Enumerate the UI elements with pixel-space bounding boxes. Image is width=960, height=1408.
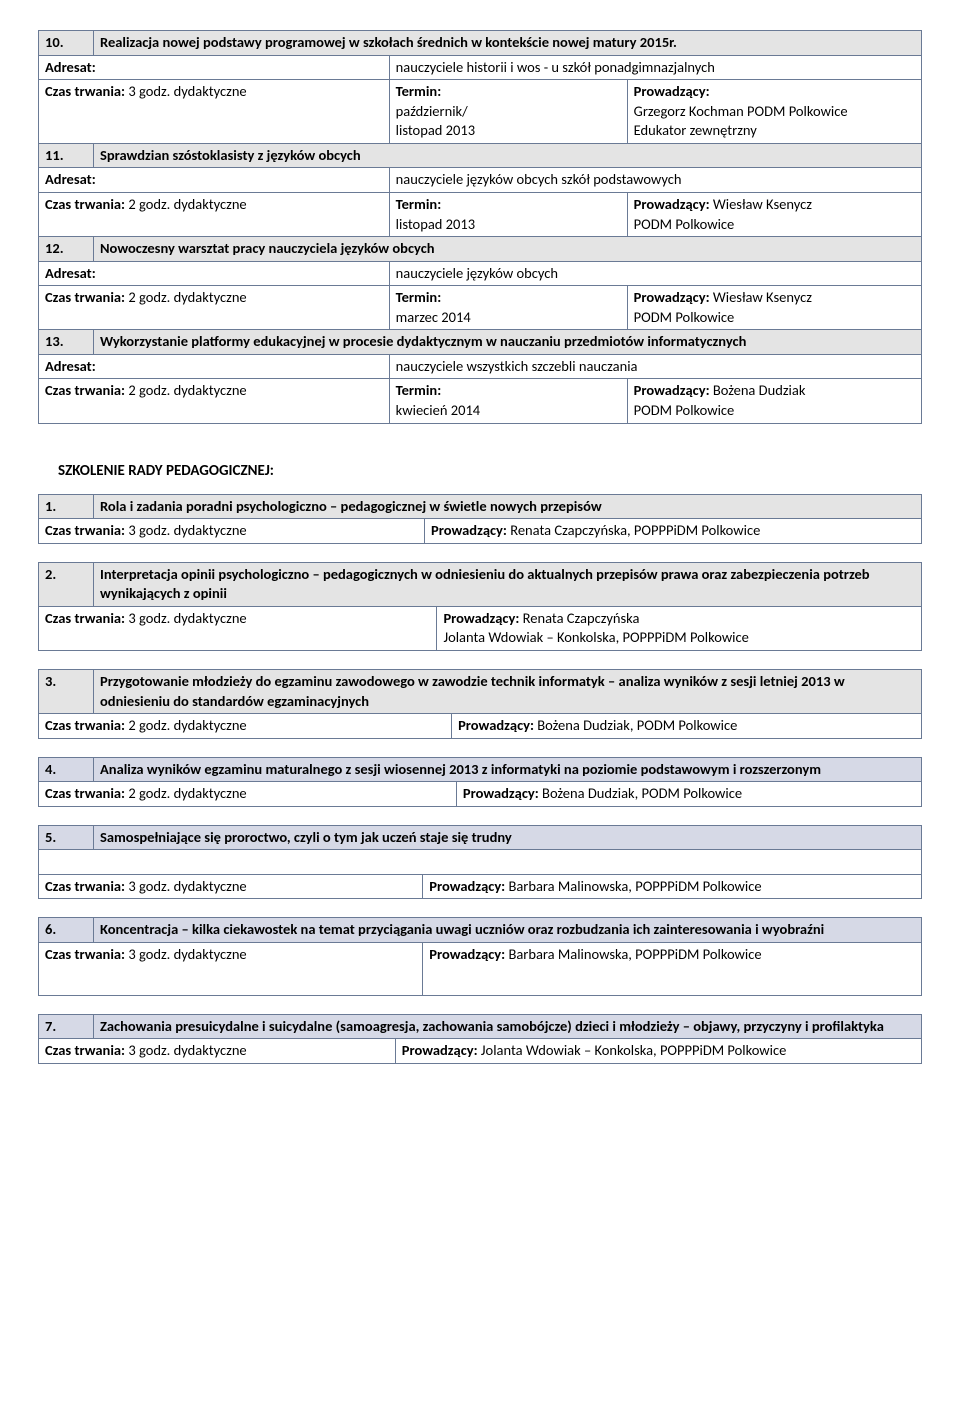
prowadzacy-cell: Prowadzący: Bożena DudziakPODM Polkowice — [627, 379, 921, 423]
adresat-value: nauczyciele języków obcych szkół podstaw… — [389, 168, 921, 193]
entry-number: 1. — [39, 494, 94, 519]
duration-cell: Czas trwania: 3 godz. dydaktyczne — [39, 1039, 396, 1064]
training-entry: 2.Interpretacja opinii psychologiczno – … — [38, 562, 922, 651]
training-entry: 1.Rola i zadania poradni psychologiczno … — [38, 494, 922, 544]
entry-title: Interpretacja opinii psychologiczno – pe… — [94, 562, 922, 606]
prowadzacy-cell: Prowadzący: Bożena Dudziak, PODM Polkowi… — [452, 714, 922, 739]
entry-title: Przygotowanie młodzieży do egzaminu zawo… — [94, 669, 922, 713]
entry-title: Realizacja nowej podstawy programowej w … — [94, 31, 922, 56]
duration-cell: Czas trwania: 2 godz. dydaktyczne — [39, 286, 390, 330]
entry-title: Wykorzystanie platformy edukacyjnej w pr… — [94, 330, 922, 355]
duration-cell: Czas trwania: 3 godz. dydaktyczne — [39, 80, 390, 144]
entry-number: 5. — [39, 825, 94, 850]
entry-number: 4. — [39, 757, 94, 782]
duration-cell: Czas trwania: 3 godz. dydaktyczne — [39, 943, 423, 996]
section1-table: 10.Realizacja nowej podstawy programowej… — [38, 30, 922, 424]
prowadzacy-cell: Prowadzący: Barbara Malinowska, POPPPiDM… — [423, 943, 922, 996]
entry-title: Zachowania presuicydalne i suicydalne (s… — [94, 1014, 922, 1039]
duration-cell: Czas trwania: 3 godz. dydaktyczne — [39, 874, 423, 899]
entry-title: Samospełniające się proroctwo, czyli o t… — [94, 825, 922, 850]
adresat-value: nauczyciele wszystkich szczebli nauczani… — [389, 354, 921, 379]
entry-title: Rola i zadania poradni psychologiczno – … — [94, 494, 922, 519]
termin-cell: Termin:październik/listopad 2013 — [389, 80, 627, 144]
entry-title: Sprawdzian szóstoklasisty z języków obcy… — [94, 143, 922, 168]
training-entry: 5.Samospełniające się proroctwo, czyli o… — [38, 825, 922, 900]
entry-number: 6. — [39, 918, 94, 943]
entry-title: Nowoczesny warsztat pracy nauczyciela ję… — [94, 237, 922, 262]
duration-cell: Czas trwania: 2 godz. dydaktyczne — [39, 379, 390, 423]
entry-number: 13. — [39, 330, 94, 355]
termin-cell: Termin:kwiecień 2014 — [389, 379, 627, 423]
adresat-label: Adresat: — [39, 168, 390, 193]
entry-title: Koncentracja – kilka ciekawostek na tema… — [94, 918, 922, 943]
prowadzacy-cell: Prowadzący: Barbara Malinowska, POPPPiDM… — [423, 874, 922, 899]
prowadzacy-cell: Prowadzący: Renata CzapczyńskaJolanta Wd… — [437, 606, 922, 650]
duration-cell: Czas trwania: 2 godz. dydaktyczne — [39, 782, 457, 807]
adresat-label: Adresat: — [39, 261, 390, 286]
duration-cell: Czas trwania: 3 godz. dydaktyczne — [39, 519, 425, 544]
entry-title: Analiza wyników egzaminu maturalnego z s… — [94, 757, 922, 782]
prowadzacy-cell: Prowadzący: Jolanta Wdowiak – Konkolska,… — [395, 1039, 921, 1064]
adresat-value: nauczyciele języków obcych — [389, 261, 921, 286]
prowadzacy-cell: Prowadzący: Wiesław KsenyczPODM Polkowic… — [627, 192, 921, 236]
prowadzacy-cell: Prowadzący: Wiesław KsenyczPODM Polkowic… — [627, 286, 921, 330]
entry-number: 12. — [39, 237, 94, 262]
prowadzacy-cell: Prowadzący:Grzegorz Kochman PODM Polkowi… — [627, 80, 921, 144]
adresat-label: Adresat: — [39, 354, 390, 379]
duration-cell: Czas trwania: 2 godz. dydaktyczne — [39, 192, 390, 236]
blank-cell — [39, 850, 922, 875]
training-entry: 6.Koncentracja – kilka ciekawostek na te… — [38, 917, 922, 995]
adresat-value: nauczyciele historii i wos - u szkół pon… — [389, 55, 921, 80]
training-entry: 4.Analiza wyników egzaminu maturalnego z… — [38, 757, 922, 807]
entry-number: 3. — [39, 669, 94, 713]
prowadzacy-cell: Prowadzący: Renata Czapczyńska, POPPPiDM… — [425, 519, 922, 544]
termin-cell: Termin:marzec 2014 — [389, 286, 627, 330]
duration-cell: Czas trwania: 3 godz. dydaktyczne — [39, 606, 437, 650]
termin-cell: Termin:listopad 2013 — [389, 192, 627, 236]
duration-cell: Czas trwania: 2 godz. dydaktyczne — [39, 714, 452, 739]
entry-number: 10. — [39, 31, 94, 56]
entry-number: 11. — [39, 143, 94, 168]
training-entry: 7.Zachowania presuicydalne i suicydalne … — [38, 1014, 922, 1064]
prowadzacy-cell: Prowadzący: Bożena Dudziak, PODM Polkowi… — [456, 782, 921, 807]
training-entry: 3.Przygotowanie młodzieży do egzaminu za… — [38, 669, 922, 739]
section2-heading: SZKOLENIE RADY PEDAGOGICZNEJ: — [58, 462, 922, 480]
entry-number: 7. — [39, 1014, 94, 1039]
adresat-label: Adresat: — [39, 55, 390, 80]
entry-number: 2. — [39, 562, 94, 606]
